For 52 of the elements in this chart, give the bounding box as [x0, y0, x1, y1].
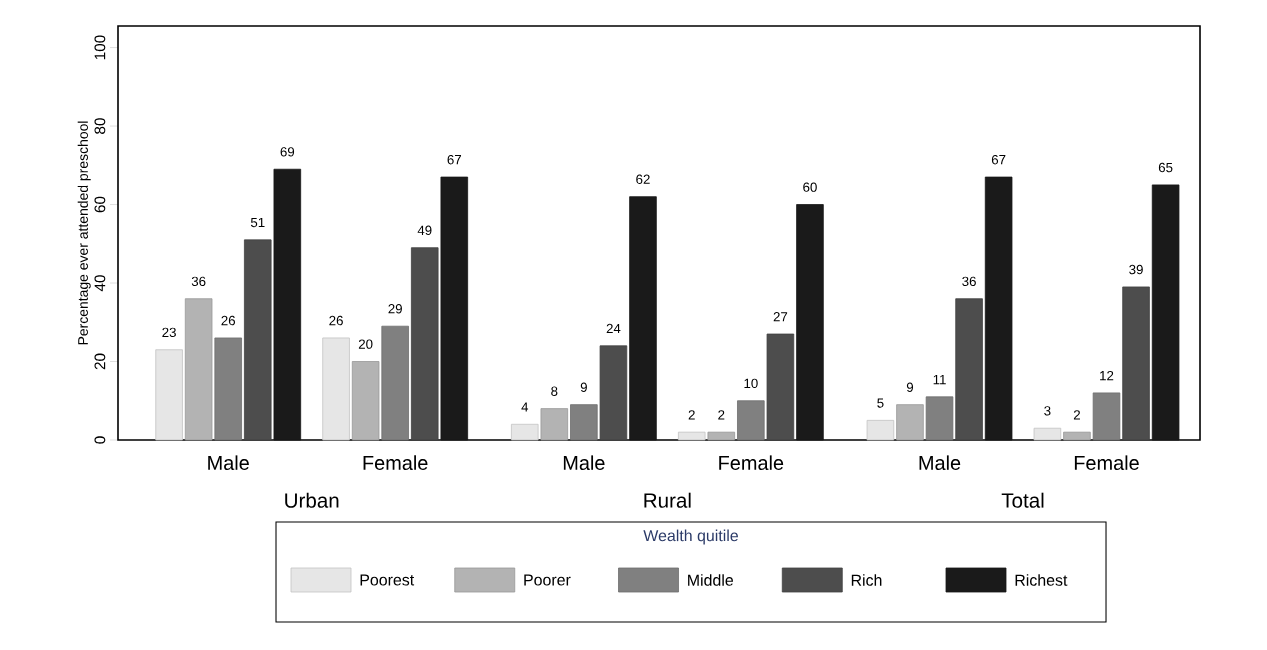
data-label: 26	[329, 315, 343, 326]
data-label: 62	[636, 174, 650, 184]
data-label: 2	[1073, 410, 1080, 420]
y-tick-label: 100	[94, 35, 106, 60]
x-tick-label: Male	[208, 455, 249, 470]
y-tick-label: 80	[94, 118, 106, 134]
data-label: 67	[447, 154, 462, 165]
x-tick-label: Female	[1074, 455, 1139, 470]
data-label: 29	[388, 304, 402, 314]
data-label: 36	[191, 276, 206, 287]
x-tick-label: Female	[719, 455, 784, 470]
legend-label: Middle	[688, 574, 734, 586]
data-label: 12	[1100, 370, 1114, 381]
y-tick-label: 20	[94, 353, 106, 370]
y-tick-label: 0	[94, 436, 106, 444]
y-axis-title: Percentage ever attended preschool	[77, 121, 91, 345]
data-label: 60	[803, 182, 817, 192]
legend-title: Wealth quitile	[643, 529, 738, 545]
data-label: 9	[906, 382, 914, 392]
data-label: 69	[280, 147, 295, 157]
data-label: 39	[1129, 264, 1143, 275]
text: Total	[1001, 492, 1044, 508]
data-label: 51	[250, 217, 265, 228]
data-label: 9	[580, 382, 587, 392]
data-label: 5	[877, 398, 884, 408]
data-label: 20	[358, 339, 373, 349]
data-label: 23	[162, 327, 176, 338]
x-tick-label: Male	[919, 455, 961, 470]
data-label: 36	[962, 276, 976, 287]
data-label: 10	[744, 378, 758, 389]
text: Urban	[285, 492, 339, 508]
data-label: 2	[718, 410, 725, 420]
data-label: 67	[991, 154, 1006, 165]
text: Rural	[644, 492, 691, 508]
legend-label: Poorer	[524, 574, 571, 586]
legend-label: Poorest	[360, 574, 415, 586]
data-label: 24	[606, 323, 621, 334]
data-label: 49	[417, 225, 432, 236]
data-label: 2	[688, 410, 695, 420]
legend-label: Richest	[1015, 574, 1068, 586]
data-label: 3	[1044, 406, 1051, 416]
data-label: 8	[551, 386, 558, 396]
data-label: 65	[1158, 162, 1173, 173]
y-tick-label: 60	[94, 196, 106, 213]
x-tick-label: Female	[363, 455, 428, 470]
legend-label: Rich	[851, 574, 882, 586]
data-label: 26	[221, 315, 236, 326]
x-tick-label: Male	[563, 455, 605, 470]
y-tick-label: 40	[94, 275, 106, 292]
data-label: 4	[521, 402, 529, 412]
data-label: 11	[933, 374, 946, 385]
data-label: 27	[773, 312, 788, 322]
